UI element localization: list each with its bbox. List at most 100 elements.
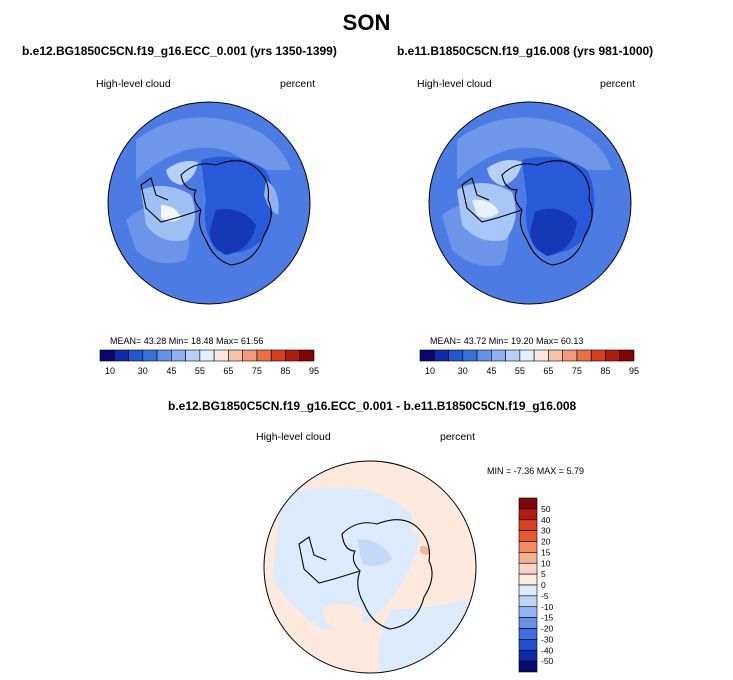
difference-colorbar-tick-label: 30 (541, 526, 551, 536)
panel1-stats: MEAN= 43.28 Min= 18.48 Max= 61.56 (110, 336, 264, 346)
difference-colorbar-tick-label: 10 (541, 558, 551, 568)
panel2-colorbar: 10 30 45 55 65 75 85 95 (419, 349, 639, 376)
difference-colorbar-tick-label: -15 (541, 613, 554, 623)
panel1-colorbar-swatch (270, 349, 286, 362)
panel1-colorbar-tick-label: 10 (105, 366, 115, 376)
panel1-colorbar-tick-label: 65 (223, 366, 233, 376)
difference-contour-band (272, 487, 422, 630)
difference-antarctica-outline (298, 519, 433, 630)
panel2-map (428, 101, 632, 305)
difference-units-label: percent (440, 431, 476, 443)
panel2-colorbar-swatch (419, 349, 435, 362)
panel2-colorbar-tick-label: 95 (629, 366, 639, 376)
difference-colorbar-swatch (518, 530, 538, 542)
difference-colorbar-swatch (518, 552, 538, 564)
panel1-colorbar-swatch (256, 349, 272, 362)
difference-colorbar-tick-label: -30 (541, 634, 554, 644)
difference-colorbar-tick-label: -10 (541, 602, 554, 612)
difference-contour-band (412, 506, 462, 554)
difference-colorbar-tick-label: -5 (541, 591, 549, 601)
difference-colorbar-swatch (518, 606, 538, 618)
difference-colorbar-swatch (518, 573, 538, 586)
panel2-antarctica-outline (461, 160, 593, 266)
difference-contour-band (322, 604, 363, 637)
difference-colorbar-tick-label: 15 (541, 547, 551, 557)
season-title: SON (342, 10, 391, 35)
panel1-units-label: percent (280, 78, 316, 90)
difference-colorbar-tick-label: 20 (541, 537, 551, 547)
difference-map (263, 460, 477, 674)
difference-colorbar-tick-label: 50 (541, 504, 551, 514)
panel2-colorbar-tick-label: 65 (543, 366, 553, 376)
difference-colorbar-swatch (518, 595, 538, 608)
panel1-colorbar-tick-label: 75 (252, 366, 262, 376)
panel1-contour-band (161, 205, 181, 222)
panel2-colorbar-swatch (433, 349, 449, 362)
difference-colorbar-swatch (518, 497, 538, 510)
difference-colorbar-swatch (518, 628, 538, 640)
difference-contour-band (378, 599, 476, 673)
difference-colorbar-tick-label: 5 (541, 569, 546, 579)
panel1-colorbar-swatch (228, 349, 243, 362)
difference-colorbar-swatch (518, 649, 538, 662)
panel1-colorbar-swatch (156, 349, 172, 362)
panel2-colorbar-tick-label: 45 (486, 366, 496, 376)
difference-colorbar-swatch (518, 519, 538, 531)
difference-title: b.e12.BG1850C5CN.f19_g16.ECC_0.001 - b.e… (168, 399, 577, 413)
panel1-colorbar-tick-label: 55 (195, 366, 205, 376)
panel1-colorbar-tick-label: 95 (309, 366, 319, 376)
difference-variable-label: High-level cloud (256, 431, 331, 443)
difference-colorbar-swatch (518, 541, 538, 553)
panel1-variable-label: High-level cloud (96, 78, 171, 90)
panel1-colorbar-tick-label: 30 (138, 366, 148, 376)
panel2-map-border (428, 101, 632, 305)
panel2-colorbar-swatch (590, 349, 606, 362)
panel1-colorbar-tick-label: 85 (280, 366, 290, 376)
panel2-colorbar-swatch (605, 349, 621, 362)
panel2-contour-band (530, 208, 577, 256)
panel2-colorbar-swatch (448, 349, 464, 362)
difference-colorbar-swatch (518, 508, 538, 521)
difference-colorbar-tick-label: -50 (541, 656, 554, 666)
panel1-map (107, 101, 311, 305)
panel2-colorbar-swatch (548, 349, 563, 362)
panel2-colorbar-tick-label: 75 (572, 366, 582, 376)
panel2-colorbar-swatch (476, 349, 492, 362)
panel1-colorbar-swatch (128, 349, 144, 362)
panel2-contour-band (472, 199, 499, 218)
panel2-title: b.e11.B1850C5CN.f19_g16.008 (yrs 981-100… (397, 44, 654, 58)
panel1-map-border (107, 101, 311, 305)
difference-colorbar-swatch (518, 562, 538, 575)
panel1-antarctica-outline (140, 160, 272, 266)
panel1-colorbar-swatch (242, 349, 258, 362)
panel2-colorbar-swatch (505, 349, 521, 362)
panel1-colorbar-swatch (142, 349, 158, 362)
difference-colorbar-tick-label: -20 (541, 624, 554, 634)
panel1-title: b.e12.BG1850C5CN.f19_g16.ECC_0.001 (yrs … (22, 44, 337, 58)
panel2-variable-label: High-level cloud (417, 78, 492, 90)
panel1-colorbar-swatch (99, 349, 115, 362)
panel1-colorbar-swatch (199, 349, 215, 362)
panel1-colorbar: 10 30 45 55 65 75 85 95 (99, 349, 319, 376)
difference-contour-band (420, 545, 430, 555)
difference-contour-band (357, 539, 392, 566)
panel2-colorbar-swatch (533, 349, 549, 362)
difference-colorbar-swatch (518, 617, 538, 629)
panel1-colorbar-swatch (285, 349, 301, 362)
panel1-contour-band (210, 209, 256, 255)
panel2-colorbar-swatch (519, 349, 535, 362)
panel1-colorbar-swatch (213, 349, 229, 362)
panel2-colorbar-swatch (576, 349, 592, 362)
panel2-units-label: percent (600, 78, 636, 90)
panel2-colorbar-swatch (619, 349, 635, 362)
panel1-colorbar-swatch (299, 349, 315, 362)
difference-map-border (263, 460, 477, 674)
panel1-colorbar-swatch (171, 349, 186, 362)
panel2-colorbar-tick-label: 55 (515, 366, 525, 376)
panel1-colorbar-tick-label: 45 (166, 366, 176, 376)
difference-colorbar-tick-label: -40 (541, 645, 554, 655)
difference-colorbar-tick-label: 40 (541, 515, 551, 525)
panel1-contour-band (264, 180, 279, 215)
panel2-colorbar-swatch (562, 349, 578, 362)
panel2-colorbar-swatch (491, 349, 506, 362)
